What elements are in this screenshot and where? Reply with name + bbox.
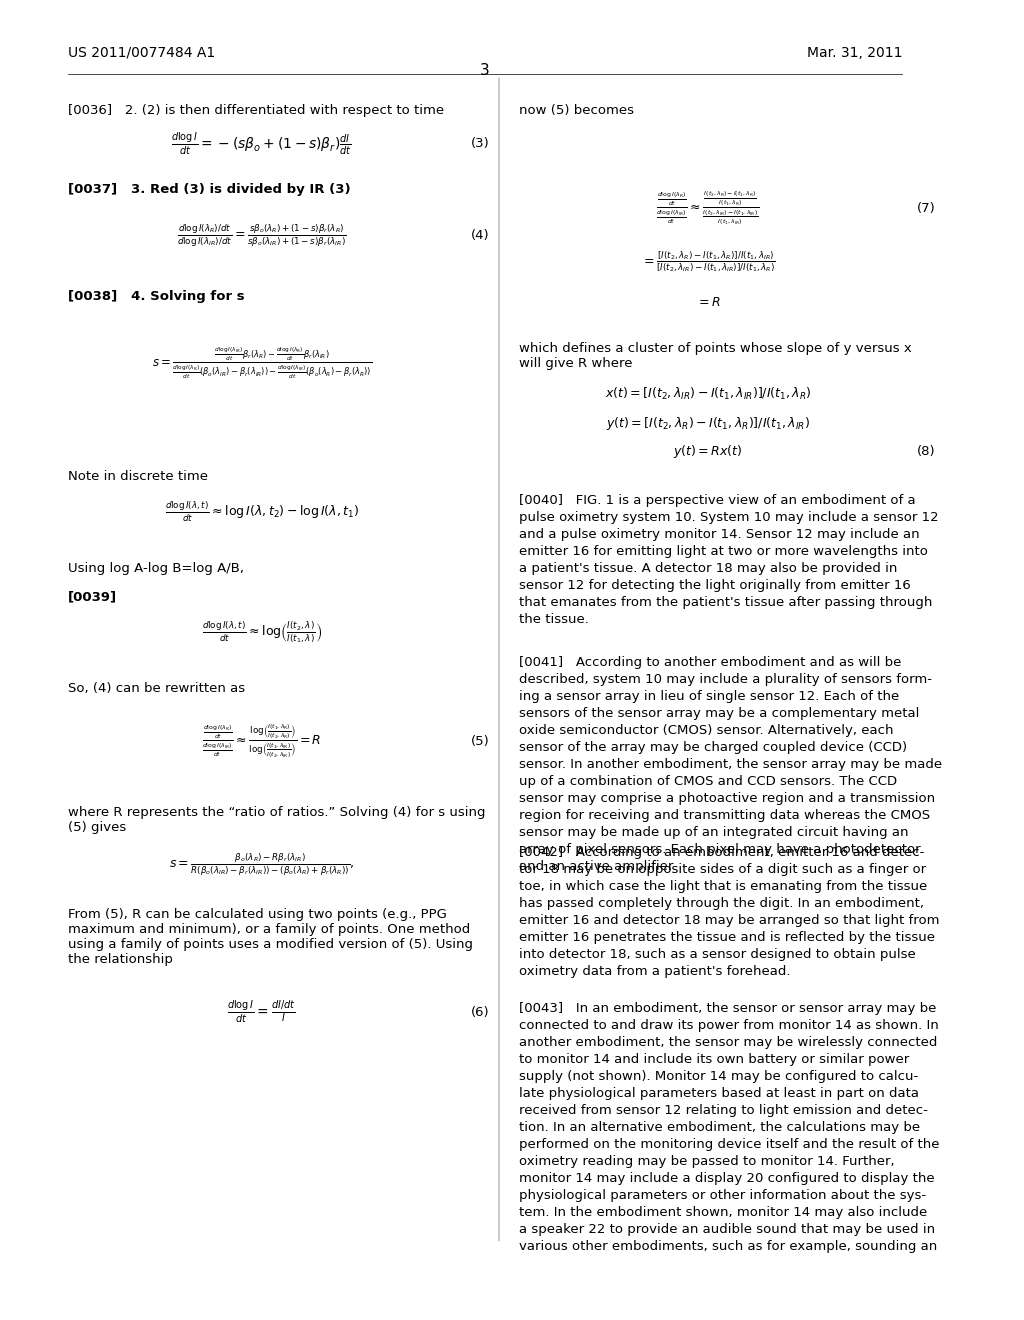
Text: $\frac{d\log I}{dt} = \frac{dI/dt}{I}$: $\frac{d\log I}{dt} = \frac{dI/dt}{I}$ (227, 999, 296, 1026)
Text: Mar. 31, 2011: Mar. 31, 2011 (807, 46, 902, 59)
Text: US 2011/0077484 A1: US 2011/0077484 A1 (68, 46, 215, 59)
Text: 3: 3 (480, 62, 489, 78)
Text: $y(t) = Rx(t)$: $y(t) = Rx(t)$ (674, 444, 742, 461)
Text: $\frac{d\log I(\lambda, t)}{dt} \approx \log\!\left(\frac{I(t_2, \lambda)}{I(t_1: $\frac{d\log I(\lambda, t)}{dt} \approx … (202, 619, 322, 644)
Text: $s = \frac{\frac{d\log I(\lambda_{IR})}{dt}\beta_r(\lambda_R) - \frac{d\log I(\l: $s = \frac{\frac{d\log I(\lambda_{IR})}{… (152, 346, 372, 380)
Text: (7): (7) (916, 202, 935, 215)
Text: $\frac{d\log I(\lambda, t)}{dt} \approx \log I(\lambda, t_2) - \log I(\lambda, t: $\frac{d\log I(\lambda, t)}{dt} \approx … (165, 500, 359, 524)
Text: (8): (8) (916, 445, 935, 458)
Text: [0042]   According to an embodiment, emitter 16 and detec-
tor 18 may be on oppo: [0042] According to an embodiment, emitt… (519, 846, 939, 978)
Text: [0037]   3. Red (3) is divided by IR (3): [0037] 3. Red (3) is divided by IR (3) (68, 182, 350, 195)
Text: [0040]   FIG. 1 is a perspective view of an embodiment of a
pulse oximetry syste: [0040] FIG. 1 is a perspective view of a… (519, 494, 939, 626)
Text: $\frac{\frac{d\log I(\lambda_R)}{dt}}{\frac{d\log I(\lambda_{IR})}{dt}} \approx : $\frac{\frac{d\log I(\lambda_R)}{dt}}{\f… (656, 190, 760, 227)
Text: So, (4) can be rewritten as: So, (4) can be rewritten as (68, 681, 245, 694)
Text: [0036]   2. (2) is then differentiated with respect to time: [0036] 2. (2) is then differentiated wit… (68, 104, 444, 117)
Text: (6): (6) (470, 1006, 489, 1019)
Text: [0043]   In an embodiment, the sensor or sensor array may be
connected to and dr: [0043] In an embodiment, the sensor or s… (519, 1002, 939, 1253)
Text: Note in discrete time: Note in discrete time (68, 470, 208, 483)
Text: $y(t) = [I(t_2,\lambda_R) - I(t_1,\lambda_R)]/I(t_1,\lambda_{IR})$: $y(t) = [I(t_2,\lambda_R) - I(t_1,\lambd… (606, 414, 810, 432)
Text: which defines a cluster of points whose slope of y versus x
will give R where: which defines a cluster of points whose … (519, 342, 911, 370)
Text: $\frac{d\log I(\lambda_R)/dt}{d\log I(\lambda_{IR})/dt} = \frac{s\beta_o(\lambda: $\frac{d\log I(\lambda_R)/dt}{d\log I(\l… (177, 222, 347, 248)
Text: $= R$: $= R$ (695, 297, 721, 309)
Text: now (5) becomes: now (5) becomes (519, 104, 634, 117)
Text: (3): (3) (470, 137, 489, 150)
Text: [0038]   4. Solving for s: [0038] 4. Solving for s (68, 290, 245, 302)
Text: where R represents the “ratio of ratios.” Solving (4) for s using
(5) gives: where R represents the “ratio of ratios.… (68, 805, 485, 834)
Text: [0041]   According to another embodiment and as will be
described, system 10 may: [0041] According to another embodiment a… (519, 656, 942, 873)
Text: (4): (4) (470, 228, 489, 242)
Text: $x(t) = [I(t_2,\lambda_{IR}) - I(t_1,\lambda_{IR})]/I(t_1,\lambda_R)$: $x(t) = [I(t_2,\lambda_{IR}) - I(t_1,\la… (605, 387, 811, 403)
Text: $s = \frac{\beta_o(\lambda_R) - R\beta_r(\lambda_{IR})}{R(\beta_o(\lambda_{IR}) : $s = \frac{\beta_o(\lambda_R) - R\beta_r… (169, 851, 354, 878)
Text: $\frac{d\log I}{dt} = -(s\beta_o + (1-s)\beta_r)\frac{dI}{dt}$: $\frac{d\log I}{dt} = -(s\beta_o + (1-s)… (171, 131, 352, 157)
Text: $\frac{\frac{d\log I(\lambda_R)}{dt}}{\frac{d\log I(\lambda_{IR})}{dt}} \approx : $\frac{\frac{d\log I(\lambda_R)}{dt}}{\f… (202, 723, 322, 760)
Text: $= \frac{[I(t_2,\lambda_R) - I(t_1,\lambda_R)]/I(t_1,\lambda_{IR})}{[I(t_2,\lamb: $= \frac{[I(t_2,\lambda_R) - I(t_1,\lamb… (641, 248, 775, 273)
Text: Using log A-log B=log A/B,: Using log A-log B=log A/B, (68, 561, 244, 574)
Text: From (5), R can be calculated using two points (e.g., PPG
maximum and minimum), : From (5), R can be calculated using two … (68, 908, 473, 965)
Text: [0039]: [0039] (68, 590, 117, 603)
Text: (5): (5) (470, 735, 489, 748)
